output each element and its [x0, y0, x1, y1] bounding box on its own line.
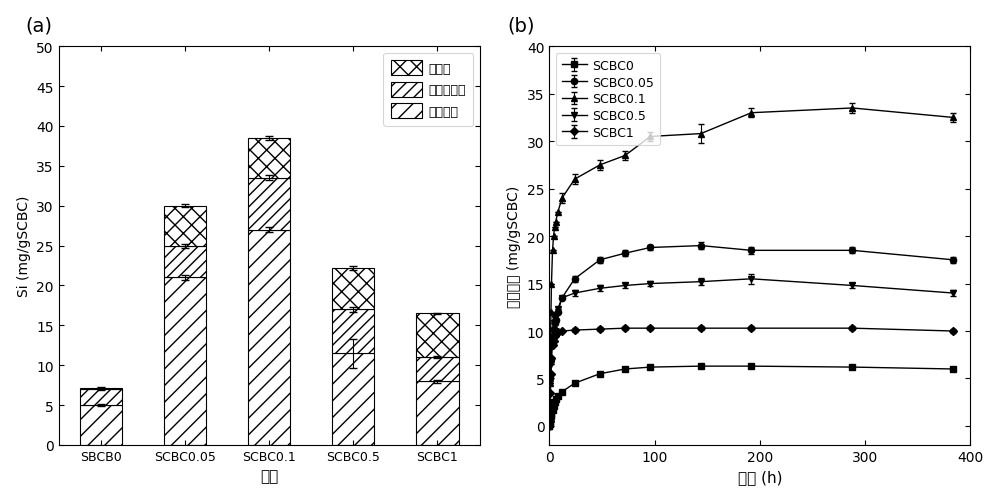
Bar: [80, 405, 122, 445]
Bar: [164, 206, 206, 246]
Legend: 活性硅, 可利用性硅, 可溶性硅: 活性硅, 可利用性硅, 可溶性硅: [383, 54, 473, 127]
Bar: [332, 310, 374, 354]
Bar: [416, 381, 459, 445]
Bar: [332, 354, 374, 445]
Bar: [416, 358, 459, 381]
Bar: [80, 389, 122, 405]
X-axis label: 时间 (h): 时间 (h): [738, 469, 782, 484]
Bar: [332, 269, 374, 310]
Bar: [80, 388, 122, 389]
Bar: [164, 246, 206, 278]
Text: (b): (b): [507, 16, 535, 35]
Y-axis label: 可溶性硅 (mg/gSCBC): 可溶性硅 (mg/gSCBC): [507, 185, 521, 307]
Y-axis label: Si (mg/gSCBC): Si (mg/gSCBC): [17, 195, 31, 297]
Bar: [248, 178, 290, 230]
Bar: [164, 278, 206, 445]
Text: (a): (a): [25, 16, 52, 35]
Bar: [248, 139, 290, 178]
Bar: [248, 230, 290, 445]
Legend: SCBC0, SCBC0.05, SCBC0.1, SCBC0.5, SCBC1: SCBC0, SCBC0.05, SCBC0.1, SCBC0.5, SCBC1: [556, 54, 660, 146]
Bar: [416, 314, 459, 358]
X-axis label: 样品: 样品: [260, 468, 278, 483]
